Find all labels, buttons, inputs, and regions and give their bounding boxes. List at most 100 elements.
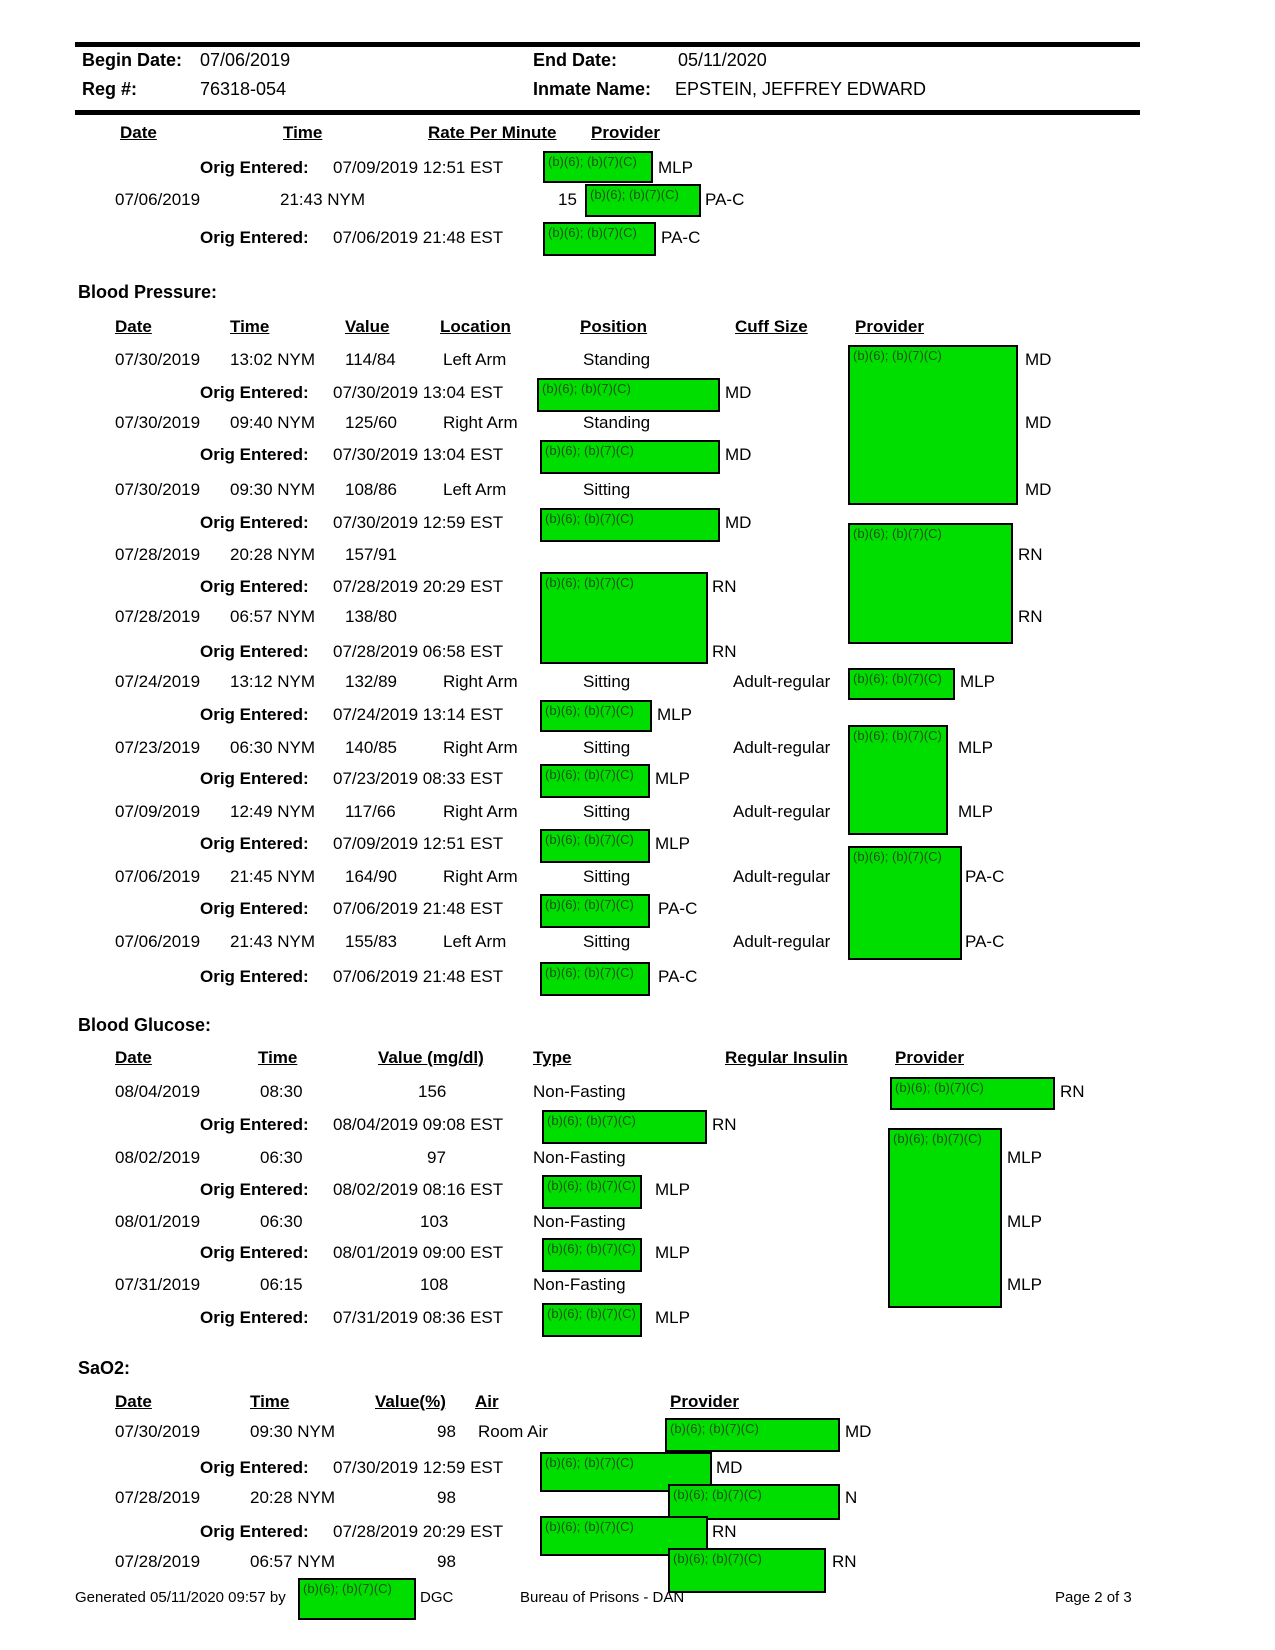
cell-provider: MD	[1025, 350, 1052, 369]
col-header-value: Value	[345, 317, 390, 336]
cell-cuff-size: Adult-regular	[733, 867, 831, 886]
redaction-box: (b)(6); (b)(7)(C)	[540, 764, 650, 798]
orig-entered-label: Orig Entered:	[200, 513, 309, 532]
redaction-box: (b)(6); (b)(7)(C)	[888, 1128, 1002, 1308]
cell-cuff-size: Adult-regular	[733, 672, 831, 691]
orig-entered-label: Orig Entered:	[200, 899, 309, 918]
cell-provider: MLP	[655, 1308, 690, 1327]
cell-location: Left Arm	[443, 350, 507, 369]
cell-date: 07/30/2019	[115, 1422, 201, 1441]
orig-entered-label: Orig Entered:	[200, 1458, 309, 1477]
col-header-date: Date	[120, 123, 157, 142]
cell-type: Non-Fasting	[533, 1212, 626, 1231]
col-header-time: Time	[230, 317, 270, 336]
redaction-box: (b)(6); (b)(7)(C)	[542, 1175, 642, 1209]
cell-provider: MLP	[960, 672, 995, 691]
cell-provider: MLP	[1007, 1212, 1042, 1231]
cell-date: 07/28/2019	[115, 1488, 201, 1507]
inmate-name-value: EPSTEIN, JEFFREY EDWARD	[675, 79, 927, 99]
cell-provider: RN	[712, 642, 737, 661]
cell-provider: RN	[1060, 1082, 1085, 1101]
cell-provider: PA-C	[705, 190, 745, 209]
footer-center-text: Bureau of Prisons - DAN	[520, 1589, 685, 1606]
cell-time: 06:15	[260, 1275, 303, 1294]
cell-cuff-size: Adult-regular	[733, 932, 831, 951]
cell-date: 08/02/2019	[115, 1148, 201, 1167]
cell-value: 103	[420, 1212, 449, 1231]
orig-entered-label: Orig Entered:	[200, 1115, 309, 1134]
orig-entered-value: 07/28/2019 20:29 EST	[333, 1522, 504, 1541]
cell-provider: RN	[1018, 545, 1043, 564]
cell-provider: MD	[725, 513, 752, 532]
orig-entered-value: 07/09/2019 12:51 EST	[333, 834, 504, 853]
redaction-box: (b)(6); (b)(7)(C)	[543, 222, 656, 256]
cell-date: 07/23/2019	[115, 738, 201, 757]
cell-provider: MLP	[1007, 1275, 1042, 1294]
orig-entered-value: 08/04/2019 09:08 EST	[333, 1115, 504, 1134]
redaction-box: (b)(6); (b)(7)(C)	[890, 1077, 1055, 1110]
cell-provider: MLP	[958, 738, 993, 757]
cell-value: 132/89	[345, 672, 397, 691]
cell-provider: PA-C	[658, 967, 698, 986]
cell-rate: 15	[558, 190, 577, 209]
cell-location: Right Arm	[443, 802, 518, 821]
orig-entered-label: Orig Entered:	[200, 1308, 309, 1327]
cell-time: 06:57 NYM	[230, 607, 316, 626]
redaction-box: (b)(6); (b)(7)(C)	[585, 184, 701, 217]
cell-value: 164/90	[345, 867, 397, 886]
cell-provider: RN	[1018, 607, 1043, 626]
cell-date: 07/28/2019	[115, 545, 201, 564]
cell-position: Standing	[583, 350, 651, 369]
redaction-box: (b)(6); (b)(7)(C)	[668, 1484, 840, 1520]
inmate-name-label: Inmate Name:	[533, 79, 652, 99]
cell-provider: MD	[845, 1422, 872, 1441]
cell-date: 07/09/2019	[115, 802, 201, 821]
col-header-time: Time	[250, 1392, 290, 1411]
cell-date: 07/24/2019	[115, 672, 201, 691]
redaction-box: (b)(6); (b)(7)(C)	[540, 1452, 712, 1492]
redaction-box: (b)(6); (b)(7)(C)	[537, 378, 720, 412]
section-title-blood-pressure: Blood Pressure:	[78, 282, 218, 302]
orig-entered-value: 07/30/2019 12:59 EST	[333, 1458, 504, 1477]
orig-entered-value: 07/09/2019 12:51 EST	[333, 158, 504, 177]
cell-time: 13:02 NYM	[230, 350, 316, 369]
cell-type: Non-Fasting	[533, 1082, 626, 1101]
begin-date-value: 07/06/2019	[200, 50, 291, 70]
redaction-box: (b)(6); (b)(7)(C)	[542, 1110, 707, 1144]
col-header-regular-insulin: Regular Insulin	[725, 1048, 848, 1067]
orig-entered-label: Orig Entered:	[200, 577, 309, 596]
cell-time: 06:30 NYM	[230, 738, 316, 757]
cell-time: 06:57 NYM	[250, 1552, 336, 1571]
col-header-rate-per-minute: Rate Per Minute	[428, 123, 557, 142]
col-header-type: Type	[533, 1048, 572, 1067]
cell-provider: MLP	[658, 158, 693, 177]
orig-entered-label: Orig Entered:	[200, 705, 309, 724]
cell-time: 13:12 NYM	[230, 672, 316, 691]
cell-position: Sitting	[583, 932, 631, 951]
orig-entered-label: Orig Entered:	[200, 1243, 309, 1262]
cell-time: 21:45 NYM	[230, 867, 316, 886]
cell-provider: MD	[725, 445, 752, 464]
cell-provider: MD	[1025, 480, 1052, 499]
end-date-value: 05/11/2020	[678, 50, 767, 70]
reg-number-value: 76318-054	[200, 79, 287, 99]
cell-provider: MLP	[958, 802, 993, 821]
col-header-air: Air	[475, 1392, 499, 1411]
col-header-provider: Provider	[855, 317, 924, 336]
orig-entered-label: Orig Entered:	[200, 383, 309, 402]
cell-value: 157/91	[345, 545, 397, 564]
col-header-position: Position	[580, 317, 648, 336]
orig-entered-label: Orig Entered:	[200, 834, 309, 853]
cell-value: 97	[427, 1148, 446, 1167]
col-header-value-mgdl: Value (mg/dl)	[378, 1048, 484, 1067]
cell-position: Sitting	[583, 480, 631, 499]
redaction-box: (b)(6); (b)(7)(C)	[665, 1418, 840, 1452]
cell-date: 08/01/2019	[115, 1212, 201, 1231]
cell-provider: MLP	[657, 705, 692, 724]
col-header-date: Date	[115, 1392, 152, 1411]
cell-provider: MLP	[655, 1243, 690, 1262]
orig-entered-value: 07/06/2019 21:48 EST	[333, 899, 504, 918]
cell-cuff-size: Adult-regular	[733, 738, 831, 757]
redaction-box: (b)(6); (b)(7)(C)	[540, 572, 708, 664]
